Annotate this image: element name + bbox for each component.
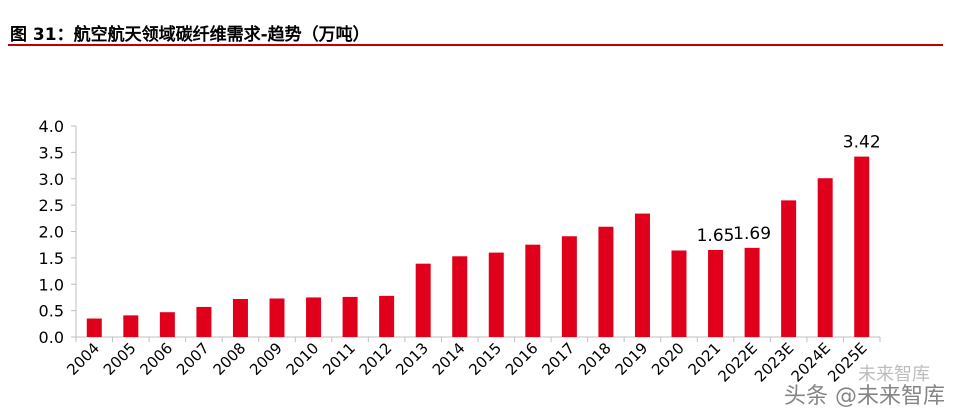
y-tick-label: 0.0 [39, 328, 64, 347]
bar-2023E [781, 200, 797, 337]
x-axis: 2004200520062007200820092010201120122013… [63, 336, 881, 386]
y-tick-label: 3.5 [39, 143, 64, 162]
x-tick-label: 2022E [714, 339, 760, 385]
watermark-line1: 未来智库 [858, 364, 930, 385]
figure-title: 图 31：航空航天领域碳纤维需求-趋势（万吨） [10, 25, 370, 45]
y-tick-label: 2.5 [39, 196, 64, 215]
bar-2007 [196, 306, 212, 337]
x-tick-label: 2004 [63, 339, 103, 379]
x-tick-label: 2012 [356, 339, 396, 379]
x-tick-label: 2005 [100, 339, 140, 379]
y-axis: 0.0 0.5 1.0 1.5 2.0 2.5 3.0 3.5 4.0 [39, 117, 77, 347]
bar-2005 [123, 315, 139, 337]
x-tick-label: 2011 [319, 339, 359, 379]
x-tick-label: 2018 [575, 339, 615, 379]
bar-2016 [525, 244, 541, 337]
bar-2019 [634, 213, 650, 337]
bar-2015 [488, 252, 504, 337]
x-tick-label: 2015 [465, 339, 505, 379]
bar-2021 [708, 249, 724, 337]
bar-2024E [817, 178, 833, 337]
x-tick-label: 2013 [392, 339, 432, 379]
title-rule [8, 44, 943, 46]
data-label-2022E: 1.69 [733, 224, 771, 244]
y-tick-label: 4.0 [39, 117, 64, 136]
bar-2010 [306, 297, 322, 337]
y-tick-label: 1.5 [39, 249, 64, 268]
x-tick-label: 2019 [612, 339, 652, 379]
watermark-line2: 头条 @未来智库 [784, 384, 945, 409]
bar-2017 [561, 236, 577, 337]
data-labels: 1.651.69 3.42 [697, 133, 881, 246]
y-tick-label: 2.0 [39, 223, 64, 242]
watermark: 未来智库 头条 @未来智库 [780, 364, 969, 412]
bar-2013 [415, 263, 431, 337]
bar-2004 [86, 318, 102, 337]
x-tick-label: 2006 [136, 339, 176, 379]
bar-2006 [159, 312, 175, 337]
bar-2014 [452, 256, 468, 337]
x-tick-label: 2007 [173, 339, 213, 379]
bars [86, 156, 870, 337]
bar-2018 [598, 226, 614, 337]
bar-2011 [342, 296, 358, 337]
x-tick-label: 2014 [429, 339, 469, 379]
x-tick-label: 2020 [648, 339, 688, 379]
x-tick-label: 2009 [246, 339, 286, 379]
y-tick-label: 0.5 [39, 302, 64, 321]
y-tick-label: 1.0 [39, 275, 64, 294]
data-label-2025E: 3.42 [843, 133, 881, 153]
bar-2012 [379, 295, 395, 337]
x-tick-label: 2016 [502, 339, 542, 379]
bar-2020 [671, 250, 687, 337]
data-label-2021: 1.65 [697, 226, 735, 246]
y-tick-label: 3.0 [39, 170, 64, 189]
bar-2022E [744, 247, 760, 337]
bar-2025E [854, 156, 870, 337]
bar-2009 [269, 298, 285, 337]
x-tick-label: 2010 [283, 339, 323, 379]
x-tick-label: 2008 [210, 339, 250, 379]
bar-2008 [232, 299, 248, 337]
x-tick-label: 2017 [538, 339, 578, 379]
